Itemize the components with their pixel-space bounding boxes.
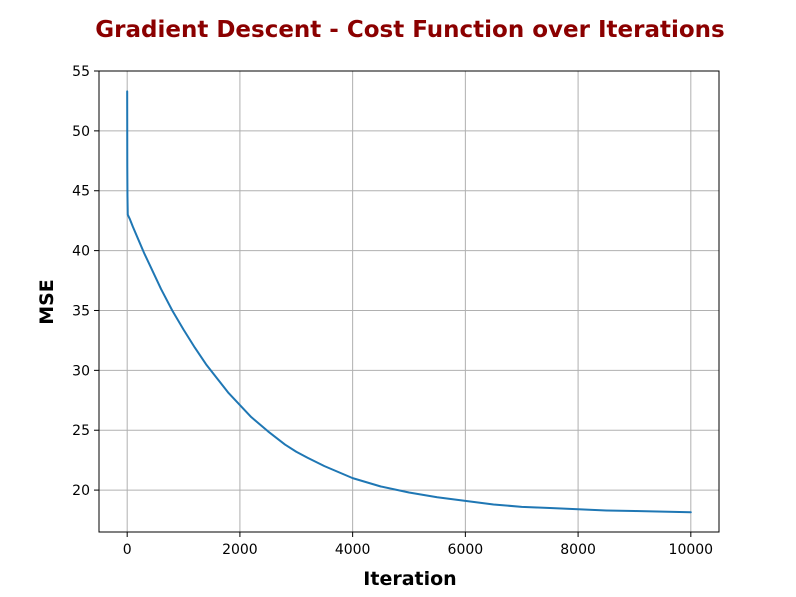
y-tick-label: 25 [72, 423, 90, 439]
grid [99, 70, 719, 532]
y-tick-label: 50 [72, 124, 90, 140]
y-tick-label: 45 [72, 184, 90, 200]
x-axis-label: Iteration [363, 568, 456, 590]
x-tick-label: 6000 [448, 542, 484, 558]
x-tick-label: 10000 [669, 542, 714, 558]
plot-frame [98, 70, 720, 533]
x-tick-label: 4000 [335, 542, 371, 558]
x-tick-label: 0 [123, 542, 132, 558]
y-axis-label: MSE [36, 279, 58, 325]
y-tick-label: 35 [72, 303, 90, 319]
axis-ticks: 0 2000 4000 6000 8000 10000 20 25 30 35 40 45 50 55 [72, 64, 713, 558]
y-tick-label: 20 [72, 483, 90, 499]
series-line [126, 90, 692, 514]
x-tick-label: 8000 [560, 542, 596, 558]
chart-title: Gradient Descent - Cost Function over It… [95, 17, 725, 43]
y-tick-label: 55 [72, 64, 90, 80]
y-tick-label: 40 [72, 244, 90, 260]
x-tick-label: 2000 [222, 542, 258, 558]
y-tick-label: 30 [72, 363, 90, 379]
